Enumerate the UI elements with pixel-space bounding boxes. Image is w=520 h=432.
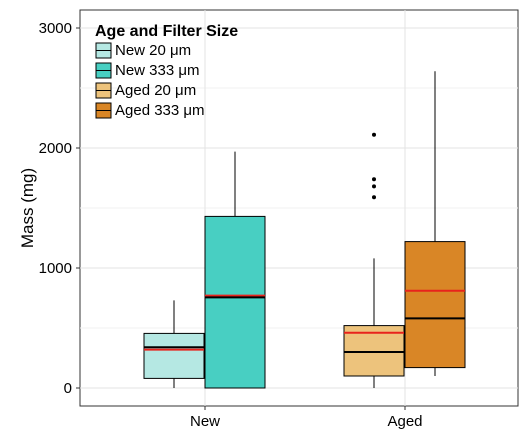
box-body: [204, 215, 266, 389]
legend: Age and Filter Size New 20 μm New 333 μm A…: [95, 23, 238, 119]
y-tick-label: 2000: [39, 140, 72, 157]
x-axis: New Aged: [190, 406, 423, 430]
box-series: [143, 71, 466, 389]
legend-label: Aged 20 μm: [115, 82, 196, 99]
x-tick-label: Aged: [387, 413, 422, 430]
outlier-point: [372, 195, 376, 200]
legend-label: New 20 μm: [115, 42, 191, 59]
box-aged-333-m: [404, 71, 466, 376]
y-tick-label: 3000: [39, 20, 72, 37]
outlier-point: [372, 132, 376, 137]
legend-label: Aged 333 μm: [115, 102, 205, 119]
x-tick-label: New: [190, 413, 220, 430]
y-tick-label: 0: [64, 380, 72, 397]
box-body: [404, 241, 466, 369]
box-body: [143, 332, 205, 379]
outlier-point: [372, 177, 376, 182]
legend-title: Age and Filter Size: [95, 23, 238, 40]
box-aged-20-m: [343, 132, 405, 388]
box-new-333-m: [204, 151, 266, 389]
y-axis: 0 1000 2000 3000: [39, 20, 80, 397]
outlier-point: [372, 184, 376, 189]
box-new-20-m: [143, 300, 205, 388]
box-body: [343, 325, 405, 377]
y-tick-label: 1000: [39, 260, 72, 277]
legend-label: New 333 μm: [115, 62, 200, 79]
y-axis-title: Mass (mg): [18, 168, 37, 248]
